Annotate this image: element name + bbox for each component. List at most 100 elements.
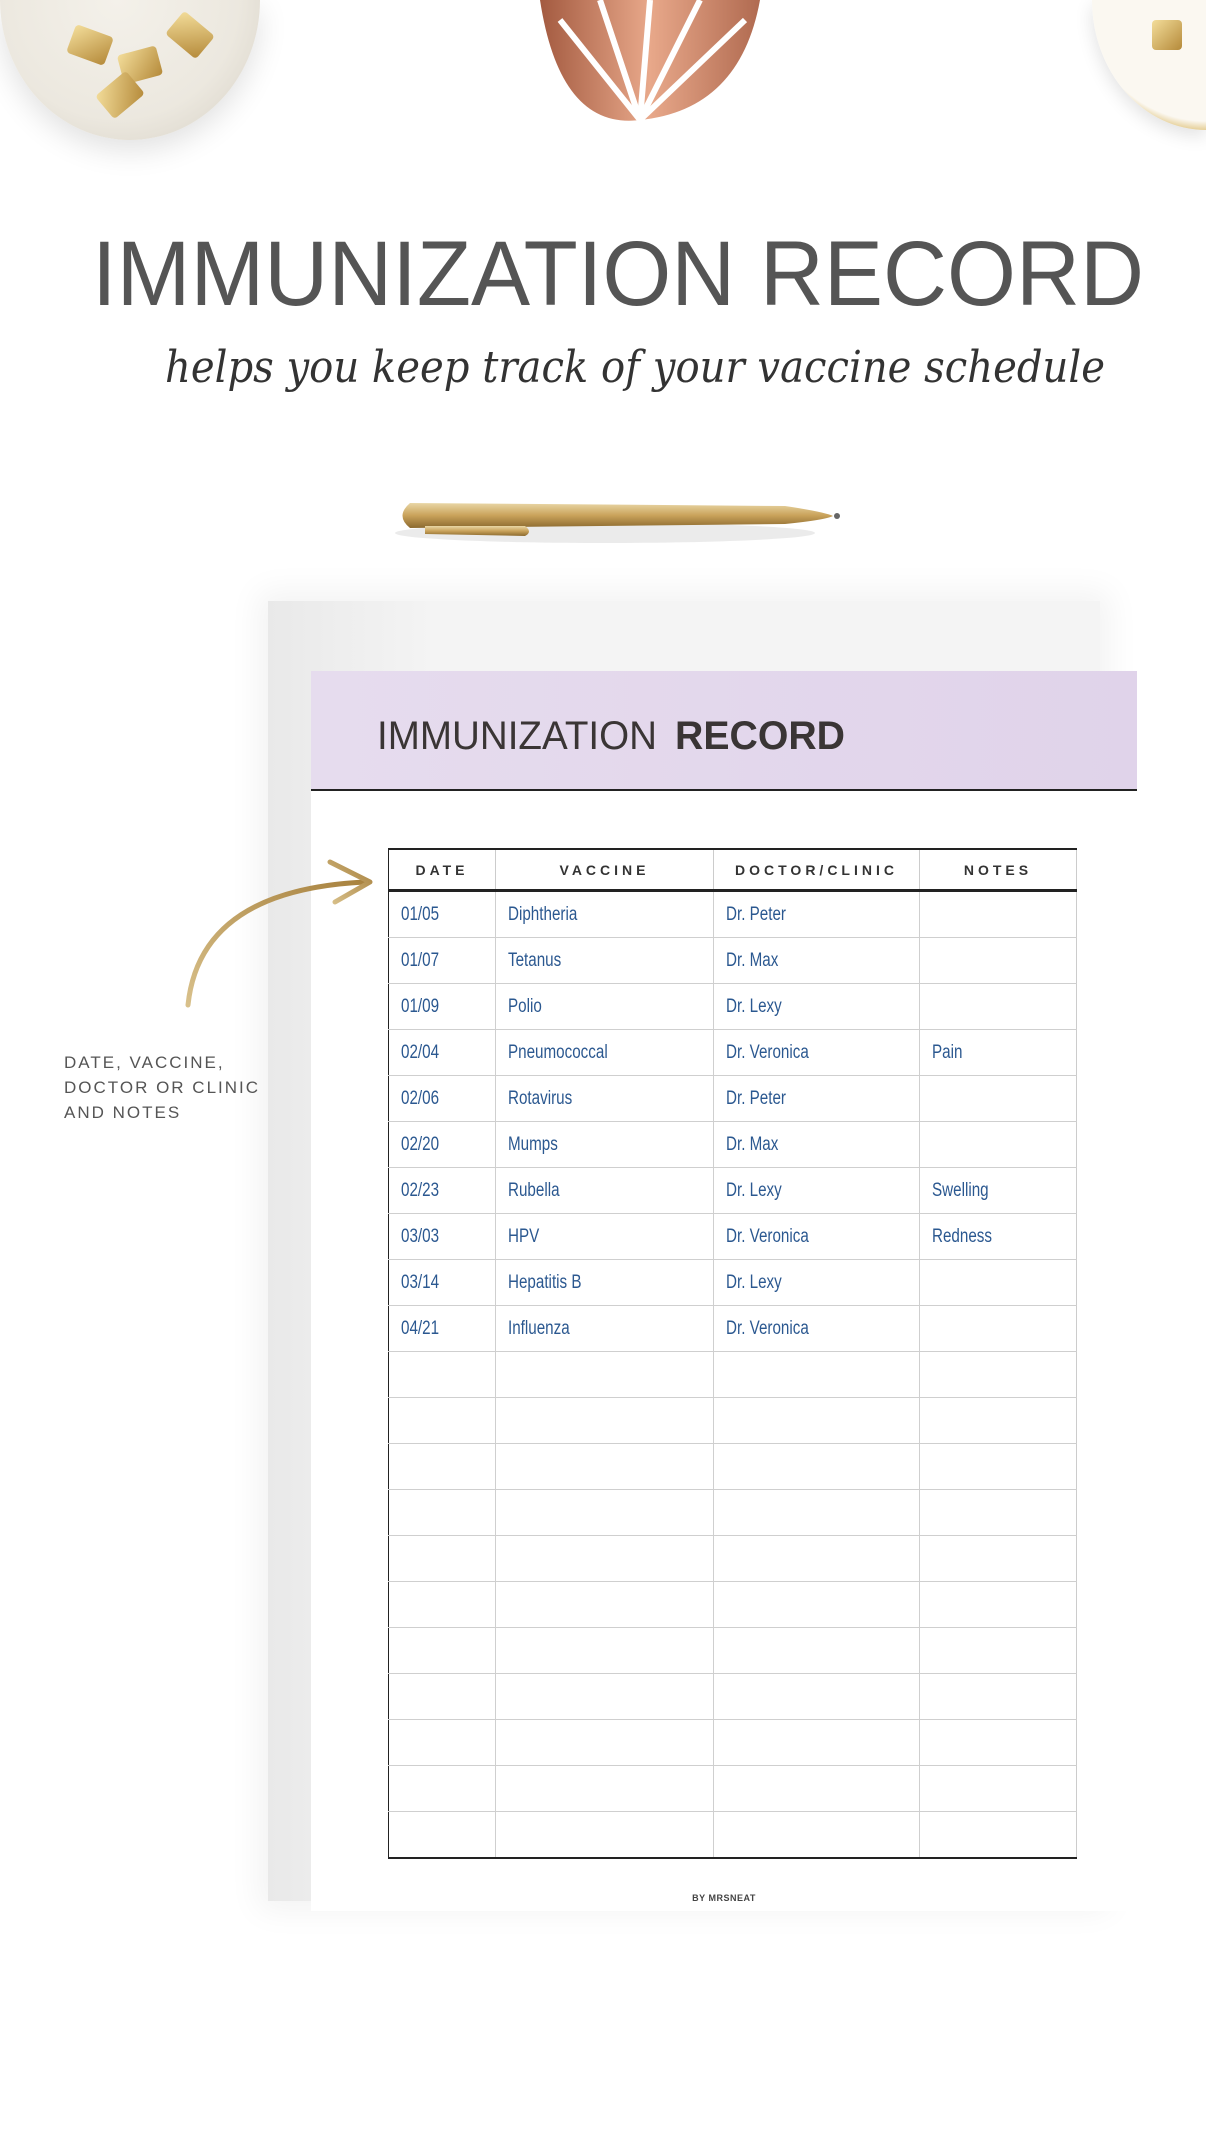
empty-cell-vaccine[interactable] [495,1535,714,1582]
empty-cell-date[interactable] [388,1535,496,1582]
decor-gold-pen [395,503,840,543]
cell-text: 02/04 [401,1041,440,1063]
empty-cell-notes[interactable] [919,1397,1077,1444]
cell-notes[interactable]: Pain [919,1029,1077,1076]
empty-table-row [388,1351,1077,1398]
cell-doctor-clinic[interactable]: Dr. Lexy [713,1259,920,1306]
empty-cell-vaccine[interactable] [495,1351,714,1398]
empty-cell-vaccine[interactable] [495,1581,714,1628]
cell-doctor-clinic[interactable]: Dr. Veronica [713,1029,920,1076]
cell-notes[interactable] [919,1121,1077,1168]
record-sheet: IMMUNIZATION RECORD DATE VACCINE DOCTOR/… [311,671,1137,1911]
cell-doctor-clinic[interactable]: Dr. Max [713,937,920,984]
cell-notes[interactable] [919,1075,1077,1122]
cell-doctor-clinic[interactable]: Dr. Lexy [713,983,920,1030]
cell-vaccine[interactable]: Rubella [495,1167,714,1214]
empty-cell-vaccine[interactable] [495,1811,714,1859]
empty-cell-notes[interactable] [919,1489,1077,1536]
cell-vaccine[interactable]: Rotavirus [495,1075,714,1122]
empty-cell-date[interactable] [388,1765,496,1812]
cell-date[interactable]: 02/20 [388,1121,496,1168]
empty-cell-vaccine[interactable] [495,1489,714,1536]
empty-cell-vaccine[interactable] [495,1443,714,1490]
empty-cell-notes[interactable] [919,1765,1077,1812]
cell-vaccine[interactable]: Polio [495,983,714,1030]
cell-notes[interactable] [919,937,1077,984]
cell-date[interactable]: 04/21 [388,1305,496,1352]
cell-vaccine[interactable]: Tetanus [495,937,714,984]
empty-table-row [388,1443,1077,1490]
empty-cell-date[interactable] [388,1673,496,1720]
cell-date[interactable]: 03/14 [388,1259,496,1306]
cell-vaccine[interactable]: Hepatitis B [495,1259,714,1306]
cell-vaccine[interactable]: Pneumococcal [495,1029,714,1076]
column-header-vaccine: VACCINE [495,848,714,892]
empty-cell-date[interactable] [388,1489,496,1536]
empty-cell-date[interactable] [388,1443,496,1490]
cell-notes[interactable]: Swelling [919,1167,1077,1214]
empty-cell-doctor-clinic[interactable] [713,1811,920,1859]
empty-cell-date[interactable] [388,1811,496,1859]
cell-text: Mumps [508,1133,558,1155]
cell-doctor-clinic[interactable]: Dr. Lexy [713,1167,920,1214]
empty-cell-doctor-clinic[interactable] [713,1443,920,1490]
cell-notes[interactable] [919,983,1077,1030]
cell-text: Tetanus [508,949,562,971]
empty-cell-vaccine[interactable] [495,1765,714,1812]
empty-cell-doctor-clinic[interactable] [713,1535,920,1582]
table-row: 02/23 Rubella Dr. Lexy Swelling [388,1167,1077,1214]
cell-vaccine[interactable]: Influenza [495,1305,714,1352]
empty-cell-vaccine[interactable] [495,1397,714,1444]
cell-doctor-clinic[interactable]: Dr. Veronica [713,1213,920,1260]
empty-cell-vaccine[interactable] [495,1627,714,1674]
cell-vaccine[interactable]: Diphtheria [495,890,714,938]
empty-cell-doctor-clinic[interactable] [713,1351,920,1398]
empty-cell-vaccine[interactable] [495,1719,714,1766]
immunization-table: DATE VACCINE DOCTOR/CLINIC NOTES 01/05 Di… [388,848,1077,1859]
cell-date[interactable]: 02/06 [388,1075,496,1122]
empty-cell-doctor-clinic[interactable] [713,1627,920,1674]
cell-notes[interactable] [919,1259,1077,1306]
empty-cell-notes[interactable] [919,1673,1077,1720]
empty-cell-doctor-clinic[interactable] [713,1397,920,1444]
cell-date[interactable]: 01/09 [388,983,496,1030]
empty-cell-doctor-clinic[interactable] [713,1719,920,1766]
cell-vaccine[interactable]: HPV [495,1213,714,1260]
cell-notes[interactable]: Redness [919,1213,1077,1260]
empty-cell-notes[interactable] [919,1719,1077,1766]
empty-cell-doctor-clinic[interactable] [713,1581,920,1628]
empty-cell-date[interactable] [388,1351,496,1398]
empty-cell-doctor-clinic[interactable] [713,1765,920,1812]
empty-cell-date[interactable] [388,1719,496,1766]
cell-date[interactable]: 02/04 [388,1029,496,1076]
cell-doctor-clinic[interactable]: Dr. Peter [713,1075,920,1122]
cell-notes[interactable] [919,890,1077,938]
cell-date[interactable]: 01/05 [388,890,496,938]
empty-cell-notes[interactable] [919,1627,1077,1674]
cell-date[interactable]: 01/07 [388,937,496,984]
empty-cell-notes[interactable] [919,1535,1077,1582]
empty-cell-date[interactable] [388,1627,496,1674]
cell-doctor-clinic[interactable]: Dr. Veronica [713,1305,920,1352]
empty-table-row [388,1627,1077,1674]
empty-cell-notes[interactable] [919,1811,1077,1859]
empty-cell-date[interactable] [388,1397,496,1444]
cell-date[interactable]: 03/03 [388,1213,496,1260]
empty-cell-notes[interactable] [919,1581,1077,1628]
cell-vaccine[interactable]: Mumps [495,1121,714,1168]
cell-text: Dr. Max [726,949,779,971]
cell-doctor-clinic[interactable]: Dr. Max [713,1121,920,1168]
empty-cell-doctor-clinic[interactable] [713,1489,920,1536]
hero-title: IMMUNIZATION RECORD [92,223,1144,325]
empty-cell-vaccine[interactable] [495,1673,714,1720]
cell-doctor-clinic[interactable]: Dr. Peter [713,890,920,938]
decor-monstera-leaf [540,0,760,123]
sheet-footer: BY MRSNEAT [692,1893,756,1903]
cell-date[interactable]: 02/23 [388,1167,496,1214]
empty-cell-date[interactable] [388,1581,496,1628]
side-label: DATE, VACCINE, DOCTOR OR CLINIC AND NOTE… [64,1050,260,1125]
empty-cell-doctor-clinic[interactable] [713,1673,920,1720]
cell-notes[interactable] [919,1305,1077,1352]
empty-cell-notes[interactable] [919,1443,1077,1490]
empty-cell-notes[interactable] [919,1351,1077,1398]
